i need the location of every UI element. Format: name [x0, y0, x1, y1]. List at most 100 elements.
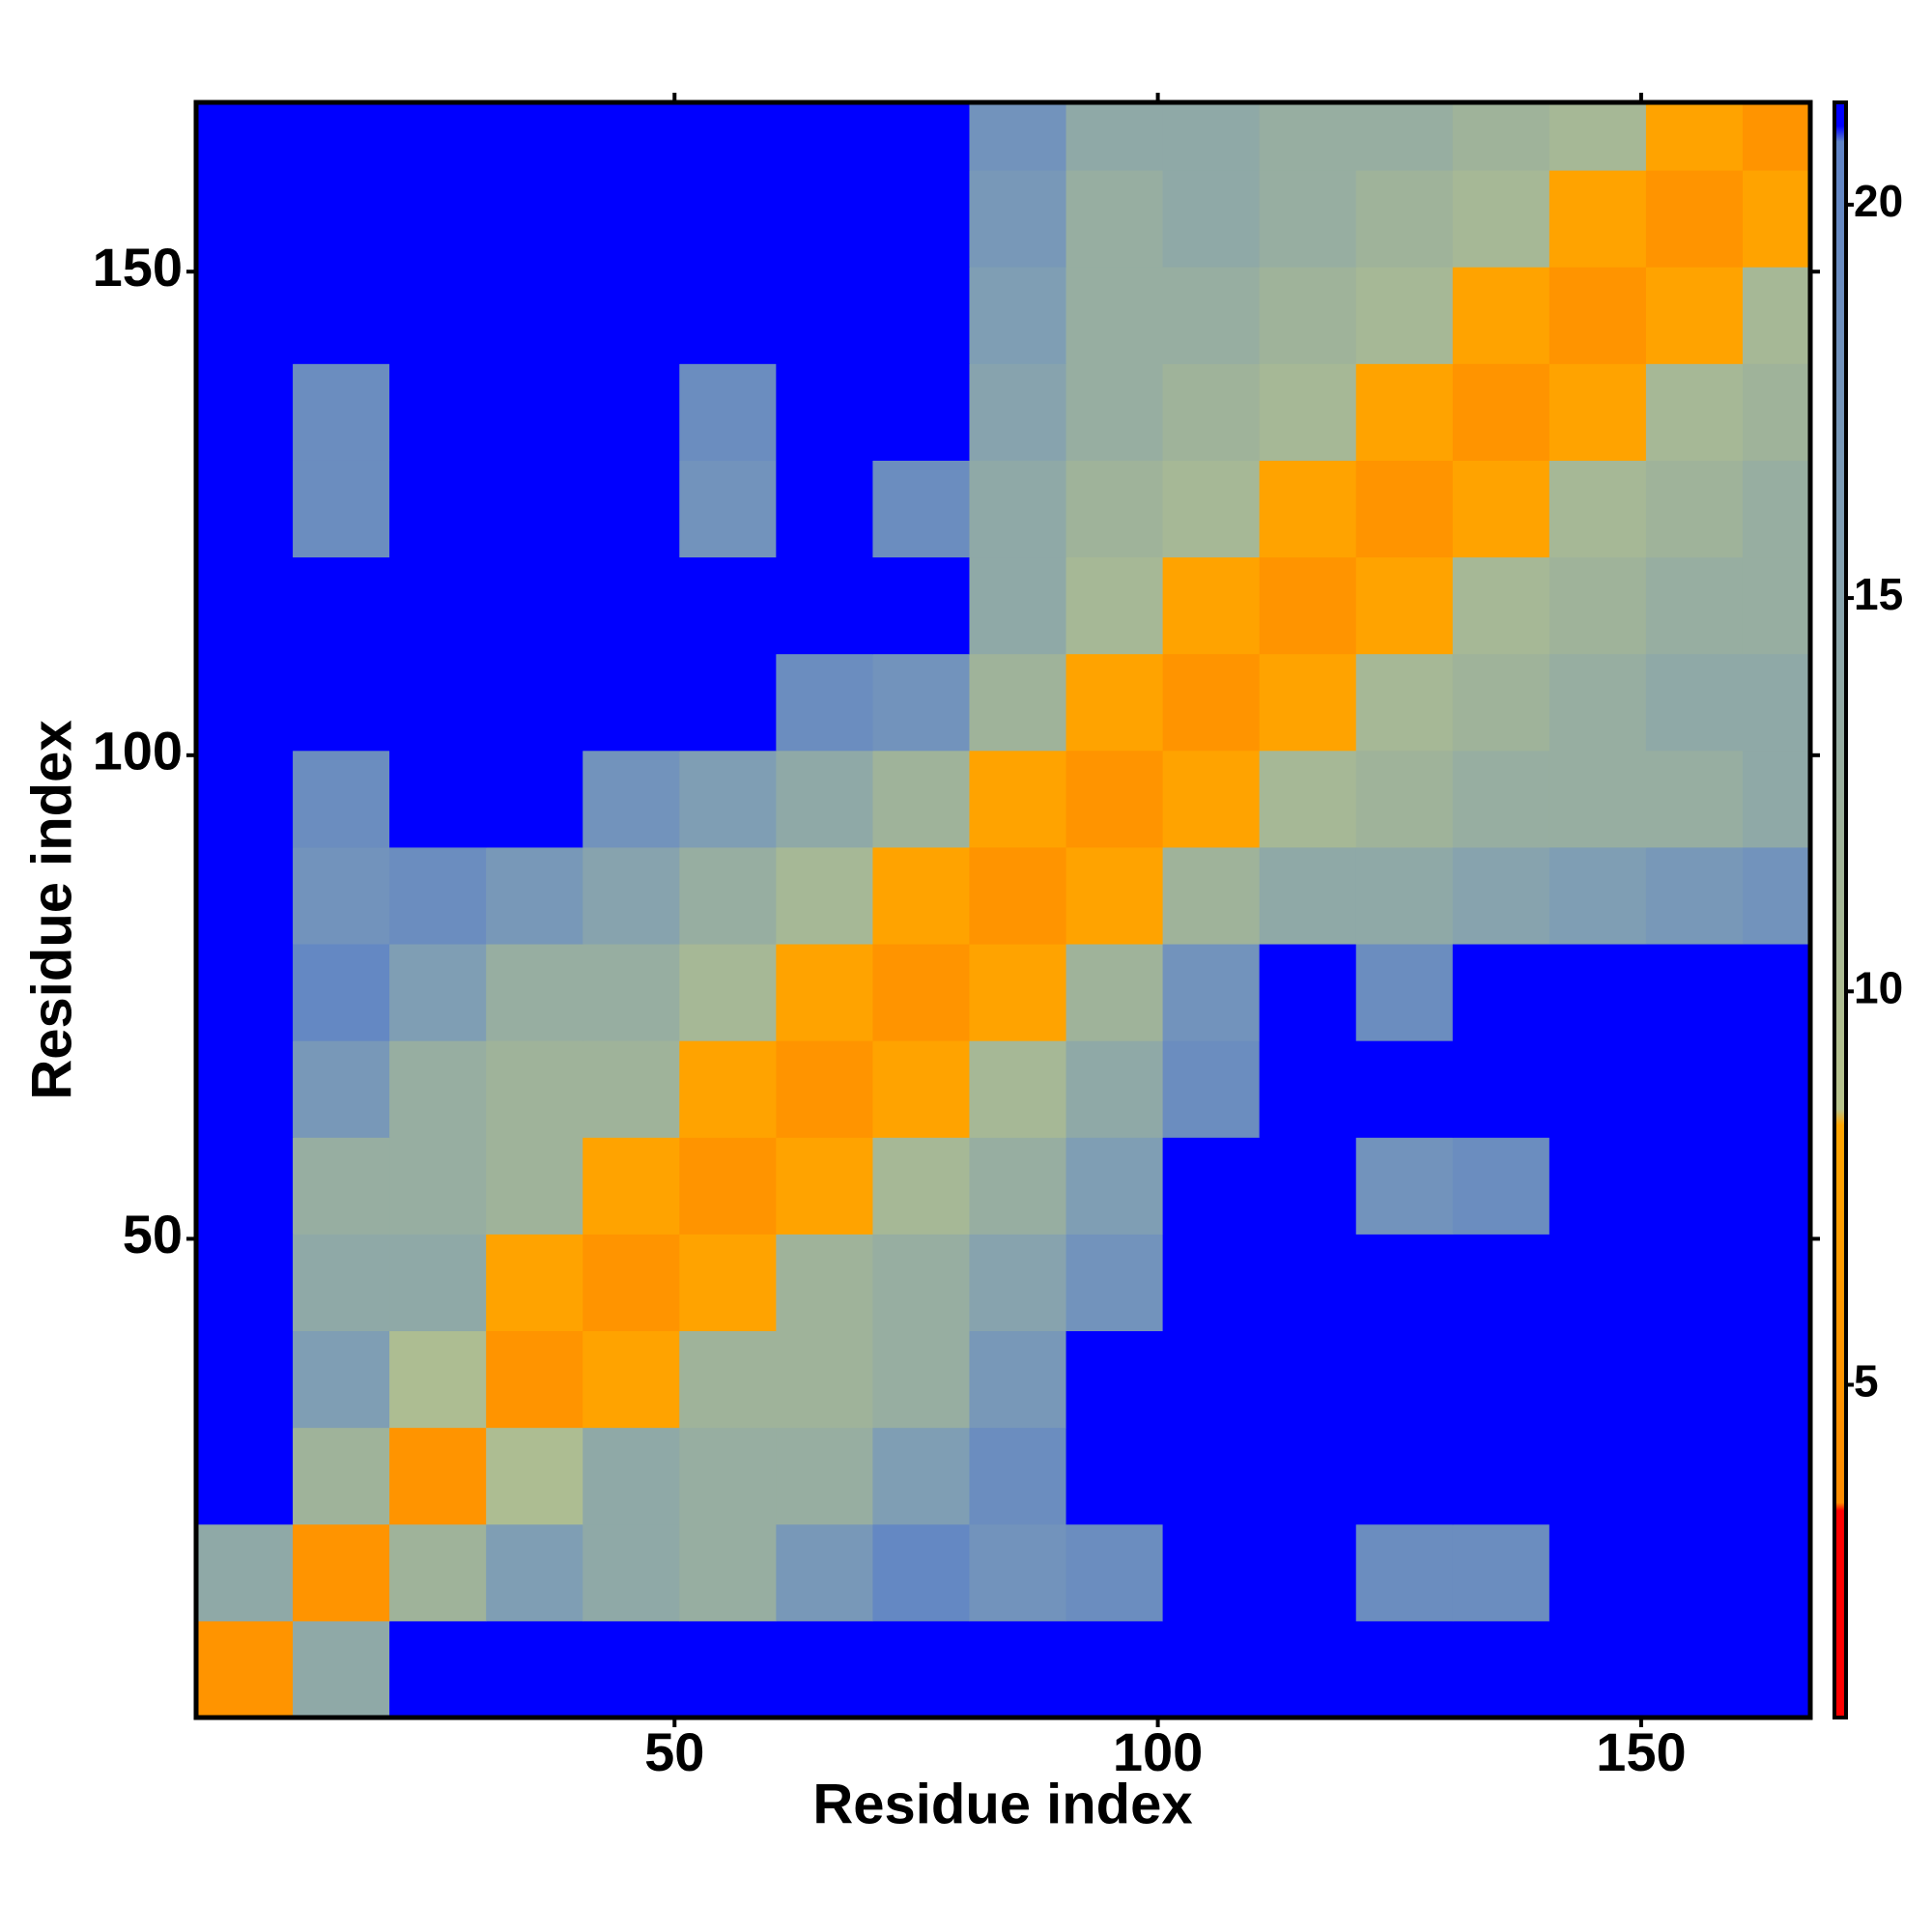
heatmap-cell — [486, 363, 583, 461]
heatmap-cell — [196, 170, 294, 268]
heatmap-cell — [1162, 1330, 1261, 1429]
heatmap-cell — [1548, 846, 1647, 945]
colorbar-tick-label: 15 — [1854, 569, 1903, 619]
heatmap-cell — [1065, 1137, 1164, 1235]
heatmap-cell — [679, 1523, 777, 1622]
heatmap-cell — [872, 1137, 970, 1235]
heatmap-cell — [1645, 102, 1744, 171]
heatmap-cell — [196, 556, 294, 655]
x-tick-label: 150 — [1596, 1721, 1686, 1782]
heatmap-cell — [1548, 1040, 1647, 1138]
heatmap-cell — [1355, 1620, 1454, 1719]
heatmap-cell — [679, 750, 777, 848]
heatmap-cell — [1065, 1234, 1164, 1332]
heatmap-cell — [486, 556, 583, 655]
heatmap-cell — [872, 1234, 970, 1332]
heatmap-cell — [196, 1040, 294, 1138]
heatmap-cell — [1162, 1620, 1261, 1719]
plot-frame — [193, 99, 1813, 1720]
heatmap-cell — [1355, 944, 1454, 1041]
heatmap-cell — [776, 363, 873, 461]
heatmap-cell — [1548, 944, 1647, 1041]
x-tick-label: 50 — [644, 1721, 704, 1782]
heatmap-cell — [1452, 750, 1550, 848]
heatmap-cell — [1065, 556, 1164, 655]
heatmap-cell — [776, 1523, 873, 1622]
heatmap-cell — [582, 846, 680, 945]
heatmap-cell — [969, 750, 1067, 848]
heatmap-cell — [389, 1330, 487, 1429]
heatmap-cell — [872, 944, 970, 1041]
heatmap-cell — [1259, 653, 1357, 752]
heatmap-cell — [1548, 363, 1647, 461]
heatmap-cell — [389, 1523, 487, 1622]
heatmap-cell — [1065, 653, 1164, 752]
heatmap-cell — [969, 1234, 1067, 1332]
heatmap-cell — [1065, 1620, 1164, 1719]
heatmap-cell — [1742, 363, 1811, 461]
heatmap-cell — [1065, 460, 1164, 558]
heatmap-cell — [679, 846, 777, 945]
heatmap-cell — [1065, 944, 1164, 1041]
heatmap-cell — [776, 1427, 873, 1525]
heatmap-cell — [1162, 363, 1261, 461]
heatmap-cell — [1645, 1137, 1744, 1235]
heatmap-cell — [872, 1040, 970, 1138]
heatmap-cell — [486, 1234, 583, 1332]
heatmap-cell — [1452, 944, 1550, 1041]
heatmap-cell — [1355, 750, 1454, 848]
heatmap-cell — [196, 1330, 294, 1429]
heatmap-cell — [196, 750, 294, 848]
heatmap-cell — [1645, 1234, 1744, 1332]
heatmap-cell — [486, 1040, 583, 1138]
colorbar-tick-label: 10 — [1854, 962, 1903, 1012]
heatmap-cell — [196, 944, 294, 1041]
heatmap-cell — [293, 1137, 390, 1235]
heatmap-cell — [1645, 750, 1744, 848]
heatmap-cell — [1162, 267, 1261, 364]
heatmap-cell — [969, 1620, 1067, 1719]
heatmap-cell — [679, 1620, 777, 1719]
heatmap-cell — [969, 1523, 1067, 1622]
heatmap-cell — [1355, 846, 1454, 945]
heatmap-cell — [582, 944, 680, 1041]
heatmap-cell — [1548, 1330, 1647, 1429]
heatmap-cell — [1742, 556, 1811, 655]
heatmap-cell — [872, 363, 970, 461]
heatmap-cell — [196, 1234, 294, 1332]
heatmap-cell — [582, 653, 680, 752]
heatmap-cell — [776, 846, 873, 945]
heatmap-cell — [872, 170, 970, 268]
heatmap-cell — [1742, 1620, 1811, 1719]
heatmap-cell — [1259, 944, 1357, 1041]
heatmap-cell — [486, 846, 583, 945]
heatmap-cell — [1355, 1523, 1454, 1622]
heatmap-cell — [293, 1620, 390, 1719]
heatmap-cell — [969, 944, 1067, 1041]
heatmap-cell — [1259, 556, 1357, 655]
heatmap-cell — [1742, 944, 1811, 1041]
heatmap-cell — [969, 170, 1067, 268]
heatmap-cell — [196, 1523, 294, 1622]
heatmap-cell — [1355, 1234, 1454, 1332]
heatmap-cell — [1355, 102, 1454, 171]
heatmap-cell — [969, 460, 1067, 558]
heatmap-cell — [582, 102, 680, 171]
heatmap-cell — [776, 1040, 873, 1138]
heatmap-cell — [1645, 846, 1744, 945]
heatmap-cell — [1065, 102, 1164, 171]
heatmap-cell — [1355, 460, 1454, 558]
heatmap-cell — [1742, 102, 1811, 171]
heatmap-cell — [196, 1427, 294, 1525]
heatmap-cell — [969, 1330, 1067, 1429]
heatmap-cell — [1355, 170, 1454, 268]
heatmap-cell — [872, 846, 970, 945]
heatmap-cell — [776, 556, 873, 655]
heatmap-cell — [1259, 1620, 1357, 1719]
heatmap-cell — [486, 460, 583, 558]
heatmap-cell — [776, 653, 873, 752]
heatmap-cell — [1452, 267, 1550, 364]
heatmap-cell — [196, 267, 294, 364]
heatmap-cell — [293, 170, 390, 268]
